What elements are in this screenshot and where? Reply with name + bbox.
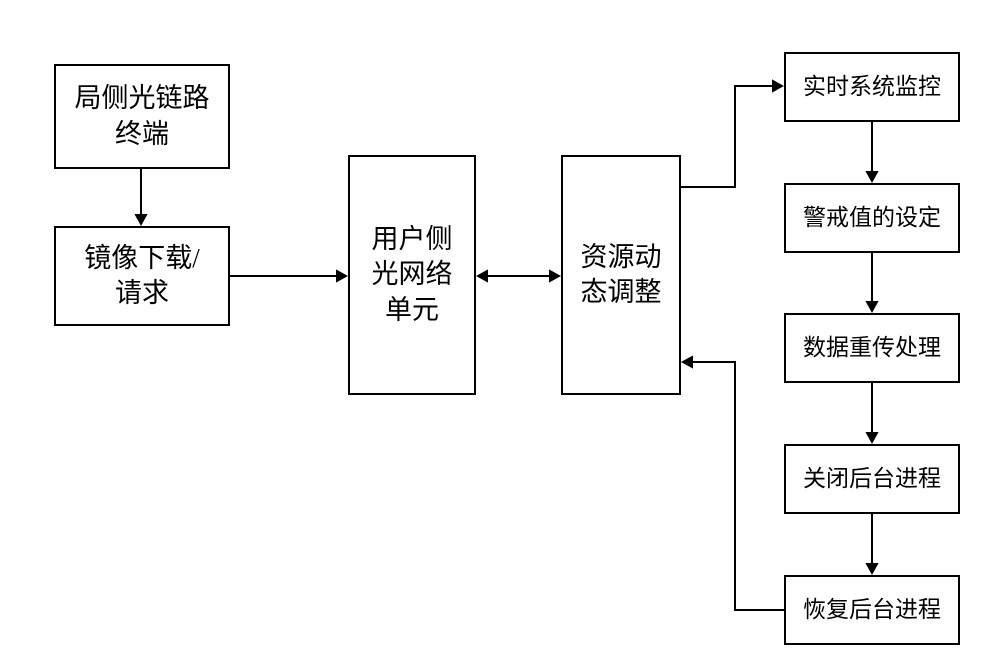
- flowchart-node-n1: 局侧光链路终端: [54, 64, 230, 169]
- flowchart-node-n5: 实时系统监控: [784, 52, 960, 122]
- node-label: 数据重传处理: [803, 333, 941, 363]
- arrowhead-icon: [772, 79, 784, 92]
- edge-line: [681, 86, 776, 187]
- flowchart-node-n8: 关闭后台进程: [784, 444, 960, 514]
- edge-line: [689, 362, 784, 610]
- flowchart-node-n6: 警戒值的设定: [784, 183, 960, 253]
- node-label: 用户侧光网络单元: [372, 222, 453, 327]
- arrowhead-icon: [476, 269, 488, 282]
- node-label: 恢复后台进程: [803, 595, 941, 625]
- node-label: 局侧光链路终端: [75, 81, 210, 151]
- flowchart-node-n3: 用户侧光网络单元: [348, 155, 476, 395]
- node-label: 资源动态调整: [581, 240, 662, 310]
- node-label: 关闭后台进程: [803, 464, 941, 494]
- node-label: 警戒值的设定: [803, 203, 941, 233]
- arrowhead-icon: [865, 563, 878, 575]
- flowchart-node-n9: 恢复后台进程: [784, 575, 960, 645]
- arrowhead-icon: [865, 171, 878, 183]
- arrowhead-icon: [865, 301, 878, 313]
- node-label: 实时系统监控: [803, 72, 941, 102]
- flowchart-node-n4: 资源动态调整: [561, 155, 681, 395]
- arrowhead-icon: [134, 214, 147, 226]
- arrowhead-icon: [865, 432, 878, 444]
- flowchart-node-n7: 数据重传处理: [784, 313, 960, 383]
- flowchart-node-n2: 镜像下载/请求: [54, 226, 230, 326]
- flowchart-diagram: 局侧光链路终端镜像下载/请求 用户侧光网络单元 资源动态调整 实时系统监控警戒值的设定…: [0, 0, 1000, 666]
- node-label: 镜像下载/请求: [84, 241, 200, 311]
- arrowhead-icon: [336, 269, 348, 282]
- arrowhead-icon: [549, 269, 561, 282]
- arrowhead-icon: [681, 355, 693, 368]
